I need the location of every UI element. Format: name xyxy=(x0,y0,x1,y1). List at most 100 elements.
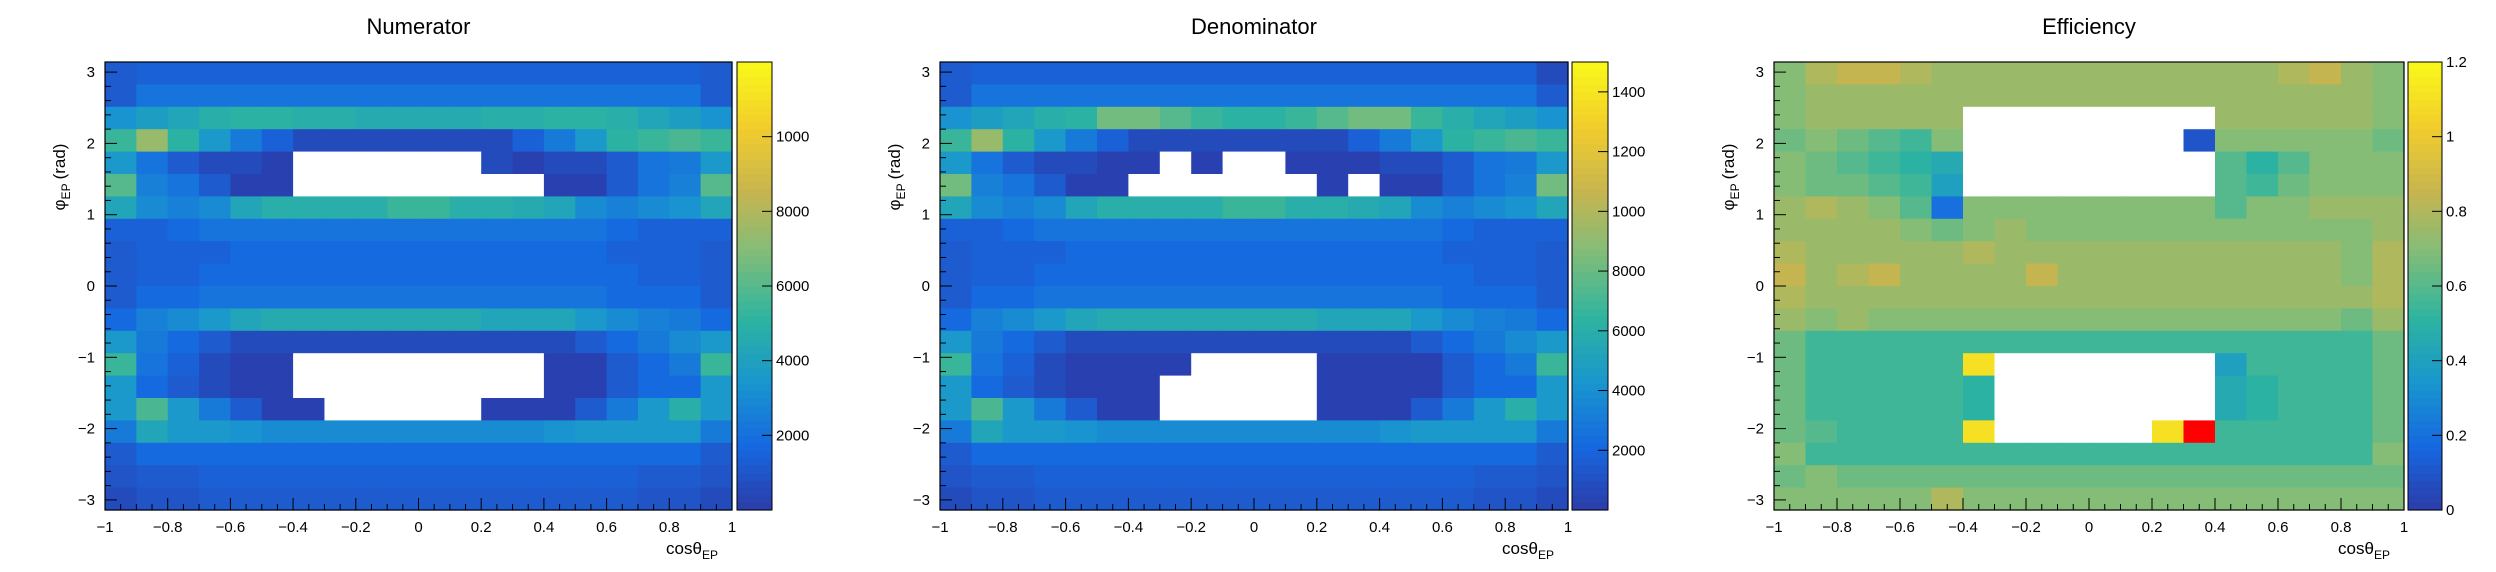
heatmap-cell xyxy=(1316,241,1349,265)
heatmap-cell xyxy=(449,263,482,287)
color-bar-step xyxy=(737,106,772,115)
heatmap-cell xyxy=(1931,196,1964,220)
heatmap-cell xyxy=(2089,398,2122,421)
color-bar-step xyxy=(1572,159,1608,168)
heatmap-cell xyxy=(1868,218,1901,242)
heatmap-cell xyxy=(971,241,1004,265)
heatmap-cell xyxy=(2246,420,2279,444)
color-bar-step xyxy=(2408,450,2442,459)
heatmap-cell xyxy=(2152,241,2185,265)
heatmap-cell xyxy=(293,487,326,511)
heatmap-cell xyxy=(1379,375,1412,399)
heatmap-cell xyxy=(940,62,972,85)
color-bar-step xyxy=(1572,330,1608,339)
color-bar-tick-label: 0 xyxy=(2446,502,2454,519)
heatmap-cell xyxy=(700,151,733,175)
color-bar-step xyxy=(737,114,772,123)
heatmap-cell xyxy=(136,353,169,377)
heatmap-cell xyxy=(1097,286,1129,309)
x-axis-label: cosθEP xyxy=(666,539,718,562)
heatmap-cell xyxy=(2057,218,2090,242)
x-axis: −1 −0.8 −0.6 −0.4 −0.2 0 0.2 0.4 0.6 0.8 1 xyxy=(96,498,736,536)
heatmap-cell xyxy=(1994,218,2027,242)
heatmap-cell xyxy=(1931,487,1964,511)
heatmap-cell xyxy=(1900,196,1933,220)
heatmap-cell xyxy=(261,62,294,85)
heatmap-cell xyxy=(543,442,576,466)
heatmap-cell xyxy=(2246,84,2279,108)
heatmap-cell xyxy=(1034,218,1067,242)
heatmap-cell xyxy=(1536,308,1569,332)
heatmap-cell xyxy=(355,420,388,444)
color-bar-step xyxy=(1572,480,1608,489)
heatmap-cell xyxy=(2215,241,2248,265)
heatmap-cell xyxy=(575,106,608,130)
heatmap-cell xyxy=(199,375,231,399)
heatmap-cell xyxy=(105,263,137,287)
heatmap-cell xyxy=(261,196,294,220)
heatmap-cell xyxy=(261,375,294,399)
heatmap-cell xyxy=(167,330,200,354)
chart-title: Numerator xyxy=(367,14,471,39)
heatmap-cell xyxy=(2026,263,2059,287)
heatmap-cell xyxy=(418,330,451,354)
x-tick-label: −0.2 xyxy=(341,519,371,536)
heatmap-cell xyxy=(1285,106,1318,130)
heatmap-cell xyxy=(1348,151,1381,175)
heatmap-cell xyxy=(2341,106,2374,130)
heatmap-cell xyxy=(2372,465,2405,489)
color-bar-step xyxy=(1572,368,1608,377)
heatmap-cell xyxy=(2152,487,2185,511)
color-bar-step xyxy=(2408,405,2442,414)
heatmap-cell xyxy=(1159,62,1192,85)
heatmap-cell xyxy=(199,218,231,242)
y-tick-label: 1 xyxy=(922,207,930,224)
heatmap-cell xyxy=(2309,465,2342,489)
y-tick-label: −3 xyxy=(1747,492,1764,509)
heatmap-cell xyxy=(1536,196,1569,220)
y-axis-label-sub: EP xyxy=(894,183,908,199)
heatmap-cell xyxy=(1065,420,1098,444)
heatmap-cell xyxy=(481,106,514,130)
heatmap-cell xyxy=(1348,487,1381,511)
heatmap-cell xyxy=(606,62,639,85)
heatmap-cell xyxy=(1002,106,1035,130)
heatmap-cell xyxy=(1411,420,1443,444)
heatmap-cell xyxy=(2183,62,2216,85)
color-bar-step xyxy=(1572,99,1608,108)
heatmap-cell xyxy=(261,151,294,175)
heatmap-cell xyxy=(1473,129,1506,153)
heatmap-cell xyxy=(543,106,576,130)
heatmap-cell xyxy=(2057,487,2090,511)
heatmap-cell xyxy=(1442,84,1475,108)
heatmap-cell xyxy=(230,196,263,220)
heatmap-cell xyxy=(293,241,326,265)
color-bar-step xyxy=(737,450,772,459)
heatmap-cell xyxy=(2057,308,2090,332)
y-axis-label-unit: (rad) xyxy=(1719,144,1738,180)
heatmap-cell xyxy=(2341,84,2374,108)
heatmap-cell xyxy=(167,420,200,444)
heatmap-cell xyxy=(1002,308,1035,332)
color-bar-step xyxy=(2408,91,2442,100)
heatmap-cell xyxy=(1097,353,1129,377)
heatmap-cell xyxy=(1191,84,1224,108)
color-bar-tick-label: 2000 xyxy=(776,427,809,444)
heatmap-cell xyxy=(1002,241,1035,265)
heatmap-cell xyxy=(1505,196,1538,220)
color-bar-tick-label: 8000 xyxy=(1612,263,1645,280)
heatmap-cell xyxy=(971,263,1004,287)
heatmap-cell xyxy=(2183,420,2216,444)
x-tick-label: −0.6 xyxy=(1885,519,1915,536)
heatmap-cell xyxy=(1128,308,1161,332)
heatmap-cell xyxy=(481,62,514,85)
heatmap-cell xyxy=(1805,465,1838,489)
heatmap-cell xyxy=(512,398,545,421)
heatmap-cell xyxy=(293,106,326,130)
heatmap-cell xyxy=(2215,84,2248,108)
heatmap-cell xyxy=(1097,174,1129,197)
heatmap-cell xyxy=(1868,241,1901,265)
x-axis-label-sub: EP xyxy=(702,548,718,562)
heatmap-cell xyxy=(1505,174,1538,197)
heatmap-cell xyxy=(2309,353,2342,377)
